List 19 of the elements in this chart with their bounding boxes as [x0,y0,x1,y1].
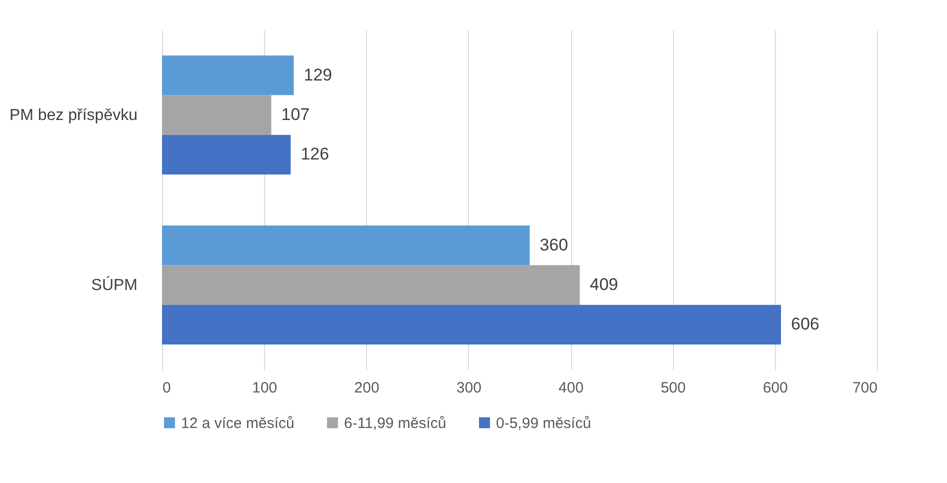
x-tick-label: 300 [456,380,482,396]
x-tick-label: 700 [852,380,878,396]
data-label: 409 [590,275,618,294]
x-tick-label: 600 [762,380,788,396]
x-tick-label: 500 [660,380,686,396]
legend-label: 6-11,99 měsíců [344,414,446,432]
legend-label: 0-5,99 měsíců [496,414,592,432]
x-tick-label: 0 [162,380,171,396]
data-label: 360 [540,235,568,254]
y-tick-label: PM bez příspěvku [9,107,138,124]
data-label: 129 [304,65,332,84]
x-tick-label: 200 [354,380,380,396]
x-tick-label: 100 [252,380,278,396]
data-label: 107 [281,105,310,124]
data-label: 126 [300,144,330,164]
x-tick-label: 400 [558,380,584,396]
y-tick-label: SÚPM [91,276,138,294]
data-label: 606 [790,314,820,334]
legend-label: 12 a více měsíců [181,414,294,432]
